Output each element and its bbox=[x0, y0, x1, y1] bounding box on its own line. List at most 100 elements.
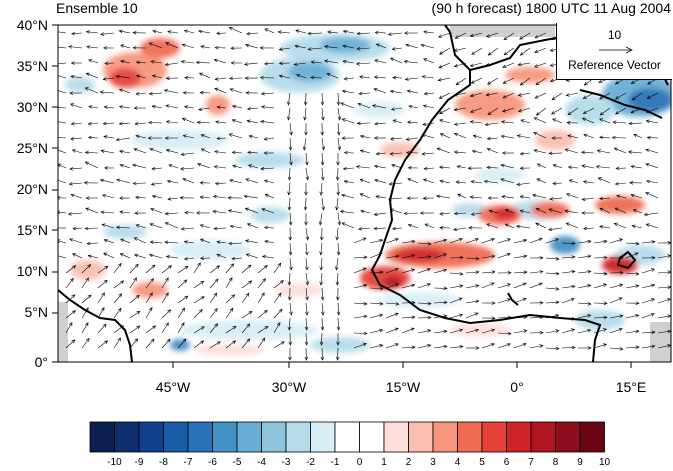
wind-vector-head bbox=[183, 29, 189, 34]
wind-vector bbox=[88, 255, 99, 259]
wind-vector-head bbox=[320, 356, 325, 361]
wind-vector-head bbox=[439, 133, 444, 137]
wind-vector bbox=[58, 31, 67, 34]
wind-vector-head bbox=[88, 105, 93, 109]
wind-vector bbox=[86, 46, 99, 49]
wind-vector-head bbox=[363, 314, 368, 319]
wind-vector bbox=[534, 47, 547, 53]
wind-vector-head bbox=[264, 240, 269, 244]
wind-vector bbox=[390, 137, 403, 140]
wind-vector-head bbox=[453, 122, 458, 126]
wind-vector-head bbox=[151, 104, 156, 109]
wind-vector-head bbox=[103, 238, 108, 243]
wind-vector bbox=[561, 317, 576, 320]
wind-vector-head bbox=[549, 197, 554, 201]
wind-vector bbox=[433, 302, 448, 304]
coast-lake-chad bbox=[616, 250, 637, 270]
wind-vector-head bbox=[305, 281, 310, 286]
wind-vector bbox=[390, 209, 403, 214]
wind-vector-head bbox=[232, 326, 237, 330]
wind-vector-head bbox=[408, 104, 413, 109]
wind-vector bbox=[165, 62, 179, 66]
wind-vector-head bbox=[614, 207, 619, 211]
colorbar-box bbox=[236, 421, 262, 453]
wind-vector-head bbox=[548, 227, 553, 232]
wind-vector-head bbox=[287, 296, 292, 301]
wind-vector bbox=[289, 167, 291, 181]
wind-vector-head bbox=[214, 181, 219, 186]
wind-vector bbox=[374, 59, 387, 64]
wind-vector-head bbox=[151, 264, 156, 269]
reference-vector-arrow bbox=[599, 46, 633, 54]
wind-vector bbox=[566, 193, 579, 199]
wind-vector bbox=[471, 181, 483, 184]
wind-vector-head bbox=[216, 265, 221, 270]
wind-vector-head bbox=[184, 295, 189, 300]
wind-vector-head bbox=[70, 75, 75, 79]
wind-vector bbox=[167, 31, 179, 34]
wind-vector-head bbox=[469, 195, 474, 199]
wind-vector-head bbox=[471, 51, 476, 55]
wind-vector bbox=[101, 150, 115, 154]
wind-vector-head bbox=[502, 95, 507, 99]
wind-vector-head bbox=[165, 292, 169, 297]
wind-vector-head bbox=[587, 328, 592, 333]
wind-vector bbox=[551, 107, 563, 115]
wind-vector bbox=[487, 77, 499, 85]
wind-vector-head bbox=[200, 134, 205, 138]
wind-vector-head bbox=[363, 283, 368, 288]
wind-vector bbox=[472, 150, 483, 154]
wind-vector bbox=[465, 257, 480, 260]
wind-vector bbox=[308, 32, 323, 34]
wind-vector-head bbox=[667, 285, 671, 289]
wind-vector bbox=[374, 165, 387, 169]
wind-vector bbox=[358, 227, 371, 230]
wind-vector bbox=[342, 45, 355, 49]
wind-vector-head bbox=[390, 107, 395, 111]
wind-vector-head bbox=[232, 164, 237, 169]
wind-vector-head bbox=[375, 151, 380, 156]
wind-vector bbox=[215, 77, 227, 80]
wind-vector bbox=[582, 197, 595, 200]
wind-vector bbox=[212, 210, 227, 214]
wind-vector-head bbox=[394, 268, 399, 272]
wind-vector-head bbox=[549, 78, 554, 83]
wind-vector bbox=[216, 241, 227, 244]
wind-vector-head bbox=[288, 251, 293, 256]
wind-vector bbox=[241, 323, 251, 334]
wind-vector-head bbox=[519, 166, 524, 170]
wind-vector bbox=[305, 167, 309, 180]
wind-vector bbox=[577, 271, 591, 274]
wind-vector bbox=[209, 292, 218, 304]
wind-vector bbox=[214, 59, 227, 64]
reference-vector-label: Reference Vector bbox=[568, 58, 661, 72]
wind-vector bbox=[599, 197, 611, 199]
wind-vector bbox=[197, 163, 211, 169]
colorbar-label: -9 bbox=[134, 457, 144, 468]
wind-vector-head bbox=[427, 255, 432, 259]
wind-vector bbox=[104, 62, 115, 64]
wind-vector bbox=[449, 329, 463, 334]
lat-label-40n: 40°N bbox=[16, 17, 48, 33]
wind-vector bbox=[657, 330, 671, 334]
wind-vector bbox=[374, 76, 387, 79]
wind-vector-head bbox=[335, 236, 339, 241]
wind-vector-head bbox=[163, 89, 168, 93]
wind-vector-head bbox=[355, 165, 360, 169]
wind-vector-head bbox=[567, 134, 572, 138]
wind-vector-head bbox=[373, 88, 378, 92]
wind-vector bbox=[645, 149, 659, 154]
wind-vector bbox=[273, 341, 285, 349]
wind-vector bbox=[385, 268, 399, 274]
wind-vector-head bbox=[120, 325, 125, 329]
wind-vector-head bbox=[507, 331, 512, 336]
wind-vector-head bbox=[388, 182, 393, 186]
wind-vector bbox=[360, 150, 371, 154]
wind-vector bbox=[104, 239, 115, 244]
colorbar-label: -1 bbox=[330, 457, 340, 468]
wind-vector-head bbox=[453, 63, 459, 68]
wind-vector-head bbox=[534, 95, 539, 99]
wind-vector-head bbox=[443, 300, 448, 305]
wind-vector bbox=[545, 257, 560, 260]
wind-vector bbox=[321, 152, 324, 166]
